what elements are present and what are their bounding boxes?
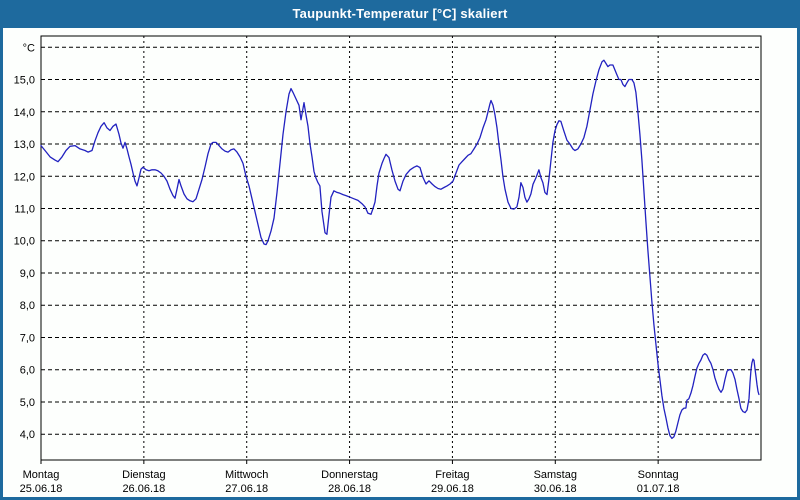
dewpoint-curve xyxy=(40,59,760,440)
dewpoint-line-chart: 15,0 14,0 13,0 12,0 11,0 10,0 9,0 8,0 7,0 6,0 5,0 4… xyxy=(14,35,762,495)
y-axis-tick-label: 8,0 xyxy=(20,300,35,312)
x-axis-day-label: Mittwoch xyxy=(225,469,268,481)
x-axis-day-label: Freitag xyxy=(435,469,469,481)
y-axis-tick-label: 10,0 xyxy=(14,236,35,248)
x-axis-date-label: 30.06.18 xyxy=(534,483,577,495)
y-axis-tick-label: 9,0 xyxy=(20,268,35,280)
y-axis-tick-label: 5,0 xyxy=(20,397,35,409)
chart-plot-area: 15,0 14,0 13,0 12,0 11,0 10,0 9,0 8,0 7,0 6,0 5,0 4… xyxy=(3,3,797,497)
x-axis-date-label: 28.06.18 xyxy=(328,483,371,495)
plot-box xyxy=(40,35,762,461)
x-axis-date-label: 01.07.18 xyxy=(637,483,680,495)
y-axis-tick-label: 6,0 xyxy=(20,365,35,377)
y-axis-tick-label: 12,0 xyxy=(14,171,35,183)
x-axis-day-label: Sonntag xyxy=(638,469,679,481)
x-axis-date-label: 27.06.18 xyxy=(225,483,268,495)
x-axis-date-label: 29.06.18 xyxy=(431,483,474,495)
y-axis-tick-label: 7,0 xyxy=(20,332,35,344)
y-axis-tick-label: 15,0 xyxy=(14,75,35,87)
y-axis-tick-label: 13,0 xyxy=(14,139,35,151)
y-axis-tick-label: 11,0 xyxy=(14,204,35,216)
y-axis-unit-label: °C xyxy=(23,42,35,54)
x-axis-day-label: Donnerstag xyxy=(321,469,378,481)
y-axis-tick-label: 4,0 xyxy=(20,429,35,441)
x-axis-date-label: 25.06.18 xyxy=(20,483,63,495)
y-axis-tick-label: 14,0 xyxy=(14,107,35,119)
x-axis-date-label: 26.06.18 xyxy=(122,483,165,495)
x-axis-day-label: Montag xyxy=(23,469,60,481)
chart-title: Taupunkt-Temperatur [°C] skaliert xyxy=(0,0,800,28)
x-axis-day-label: Dienstag xyxy=(122,469,165,481)
x-axis-day-label: Samstag xyxy=(534,469,577,481)
